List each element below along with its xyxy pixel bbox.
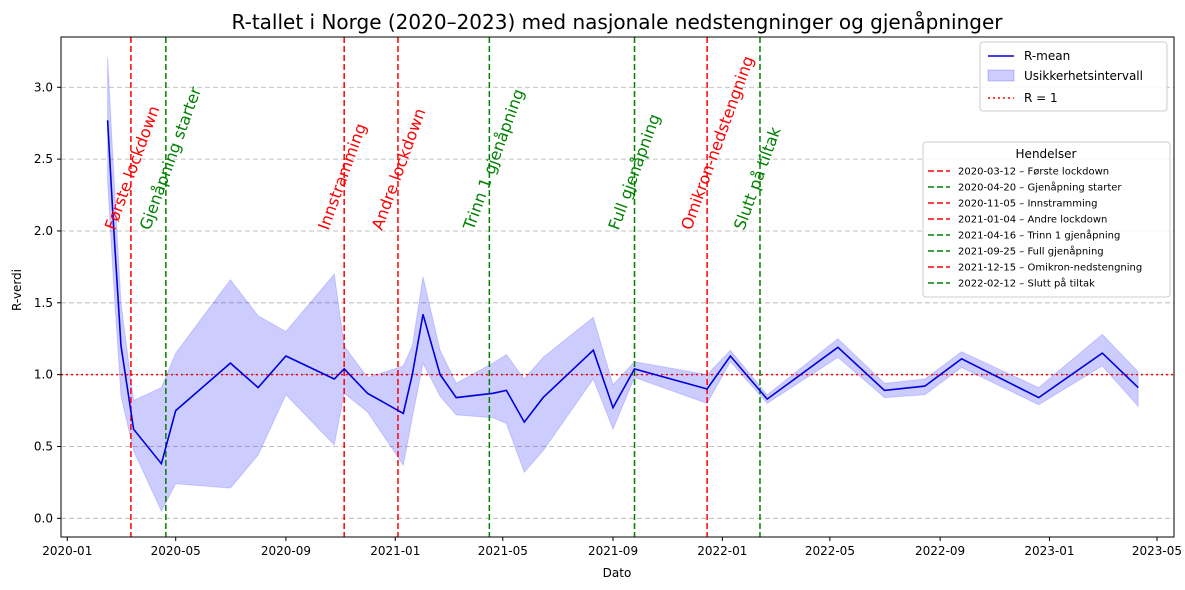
r-mean-line xyxy=(106,120,1139,466)
plot-frame xyxy=(60,36,1175,538)
x-tick-label: 2020-09 xyxy=(261,544,311,558)
uncertainty-band xyxy=(107,57,1139,513)
events-legend-label: 2021-09-25 – Full gjenåpning xyxy=(958,245,1104,258)
events-legend-frame xyxy=(922,141,1171,298)
main-legend: R-mean Usikkerhetsintervall R = 1 xyxy=(979,41,1168,112)
events-legend-label: 2021-12-15 – Omikron-nedstengning xyxy=(958,263,1142,274)
events-legend-label: 2022-02-12 – Slutt på tiltak xyxy=(958,277,1095,290)
x-tick-label: 2022-09 xyxy=(915,544,965,558)
events-legend-label: 2021-01-04 – Andre lockdown xyxy=(958,215,1107,226)
y-tick-label: 1.0 xyxy=(34,368,53,382)
x-tick-label: 2022-01 xyxy=(697,544,747,558)
y-tick-label: 1.5 xyxy=(34,296,53,310)
x-tick-label: 2022-05 xyxy=(805,544,855,558)
events-legend-label: 2020-03-12 – Første lockdown xyxy=(958,167,1109,178)
x-tick-label: 2020-05 xyxy=(151,544,201,558)
x-tick-label: 2021-05 xyxy=(478,544,528,558)
legend-label-reference: R = 1 xyxy=(1024,91,1058,105)
x-tick-label: 2021-09 xyxy=(588,544,638,558)
x-tick-label: 2021-01 xyxy=(370,544,420,558)
y-tick-label: 2.5 xyxy=(34,152,53,166)
legend-label-band: Usikkerhetsintervall xyxy=(1024,69,1143,83)
legend-swatch-band xyxy=(987,69,1015,82)
y-tick-label: 3.0 xyxy=(34,80,53,94)
event-label: Innstramming xyxy=(314,121,370,233)
x-tick-label: 2023-05 xyxy=(1132,544,1182,558)
events-legend: Hendelser 2020-03-12 – Første lockdown 202… xyxy=(922,141,1171,298)
y-tick-label: 0.5 xyxy=(34,439,53,453)
events-legend-title: Hendelser xyxy=(1016,147,1077,161)
events-legend-label: 2020-04-20 – Gjenåpning starter xyxy=(958,181,1122,194)
event-label: Slutt på tiltak xyxy=(730,124,785,233)
main-legend-frame xyxy=(979,41,1168,112)
y-axis-label: R-verdi xyxy=(10,269,24,311)
events-legend-label: 2020-11-05 – Innstramming xyxy=(958,199,1097,210)
events-legend-label: 2021-04-16 – Trinn 1 gjenåpning xyxy=(958,229,1120,242)
x-tick-label: 2023-01 xyxy=(1024,544,1074,558)
event-label: Trinn 1 gjenåpning xyxy=(459,86,528,233)
x-tick-label: 2020-01 xyxy=(42,544,92,558)
chart-title: R-tallet i Norge (2020–2023) med nasjona… xyxy=(232,10,1004,34)
x-axis-label: Dato xyxy=(603,566,632,580)
y-tick-label: 2.0 xyxy=(34,224,53,238)
plot-area xyxy=(61,37,1174,537)
legend-label-r-mean: R-mean xyxy=(1024,49,1070,63)
y-tick-label: 0.0 xyxy=(34,511,53,525)
